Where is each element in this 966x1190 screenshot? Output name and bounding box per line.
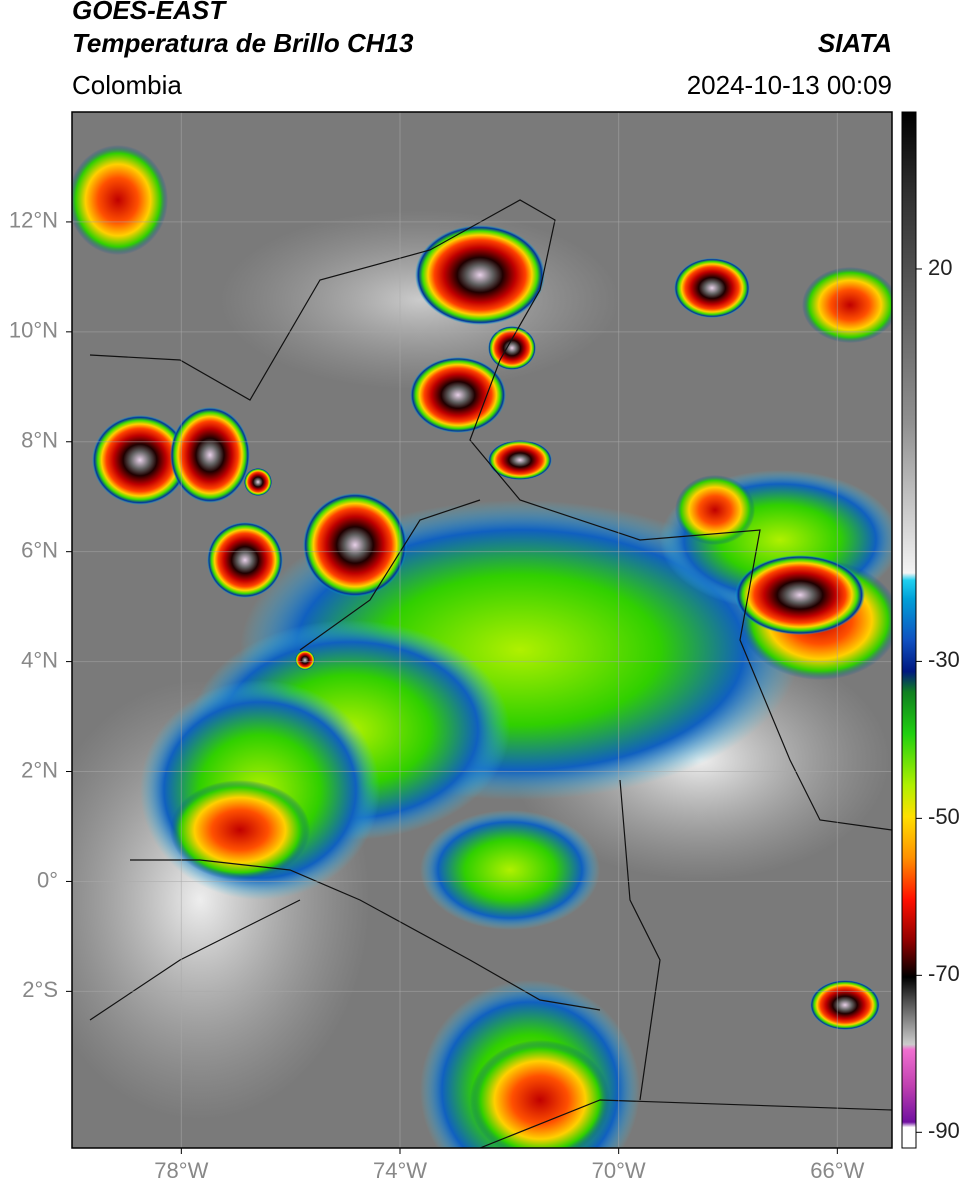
source: SIATA xyxy=(818,28,892,58)
imagery xyxy=(72,112,892,1148)
y-tick-label: 10°N xyxy=(9,318,58,343)
colorbar-tick-label: -90 xyxy=(928,1118,960,1143)
colorbar xyxy=(901,111,917,1149)
y-tick-label: 12°N xyxy=(9,208,58,233)
y-tick-label: 2°N xyxy=(21,757,58,782)
grid xyxy=(72,112,892,1148)
y-tick-label: 4°N xyxy=(21,647,58,672)
colorbar-tick-label: -30 xyxy=(928,647,960,672)
region: Colombia xyxy=(72,70,182,100)
x-tick-label: 74°W xyxy=(373,1158,427,1183)
datetime: 2024-10-13 00:09 xyxy=(687,70,892,100)
y-tick-label: 6°N xyxy=(21,537,58,562)
subtitle: Temperatura de Brillo CH13 xyxy=(72,28,414,58)
x-tick-label: 70°W xyxy=(592,1158,646,1183)
y-tick-label: 2°S xyxy=(22,977,58,1002)
y-tick-label: 0° xyxy=(37,867,58,892)
colorbar-tick-label: -70 xyxy=(928,961,960,986)
colorbar-tick-label: 20 xyxy=(928,255,952,280)
x-tick-label: 78°W xyxy=(154,1158,208,1183)
title: GOES-EAST xyxy=(72,0,227,25)
y-tick-label: 8°N xyxy=(21,428,58,453)
x-tick-label: 66°W xyxy=(810,1158,864,1183)
colorbar-tick-label: -50 xyxy=(928,804,960,829)
map-frame xyxy=(71,111,893,1149)
